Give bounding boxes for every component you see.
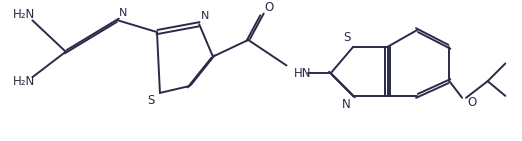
Text: N: N [341, 98, 350, 111]
Text: O: O [264, 1, 273, 14]
Text: S: S [148, 94, 155, 107]
Text: S: S [343, 31, 350, 44]
Text: H₂N: H₂N [13, 75, 35, 88]
Text: N: N [201, 11, 209, 21]
Text: O: O [467, 96, 476, 109]
Text: H₂N: H₂N [13, 8, 35, 21]
Text: N: N [118, 8, 127, 18]
Text: HN: HN [294, 67, 312, 80]
